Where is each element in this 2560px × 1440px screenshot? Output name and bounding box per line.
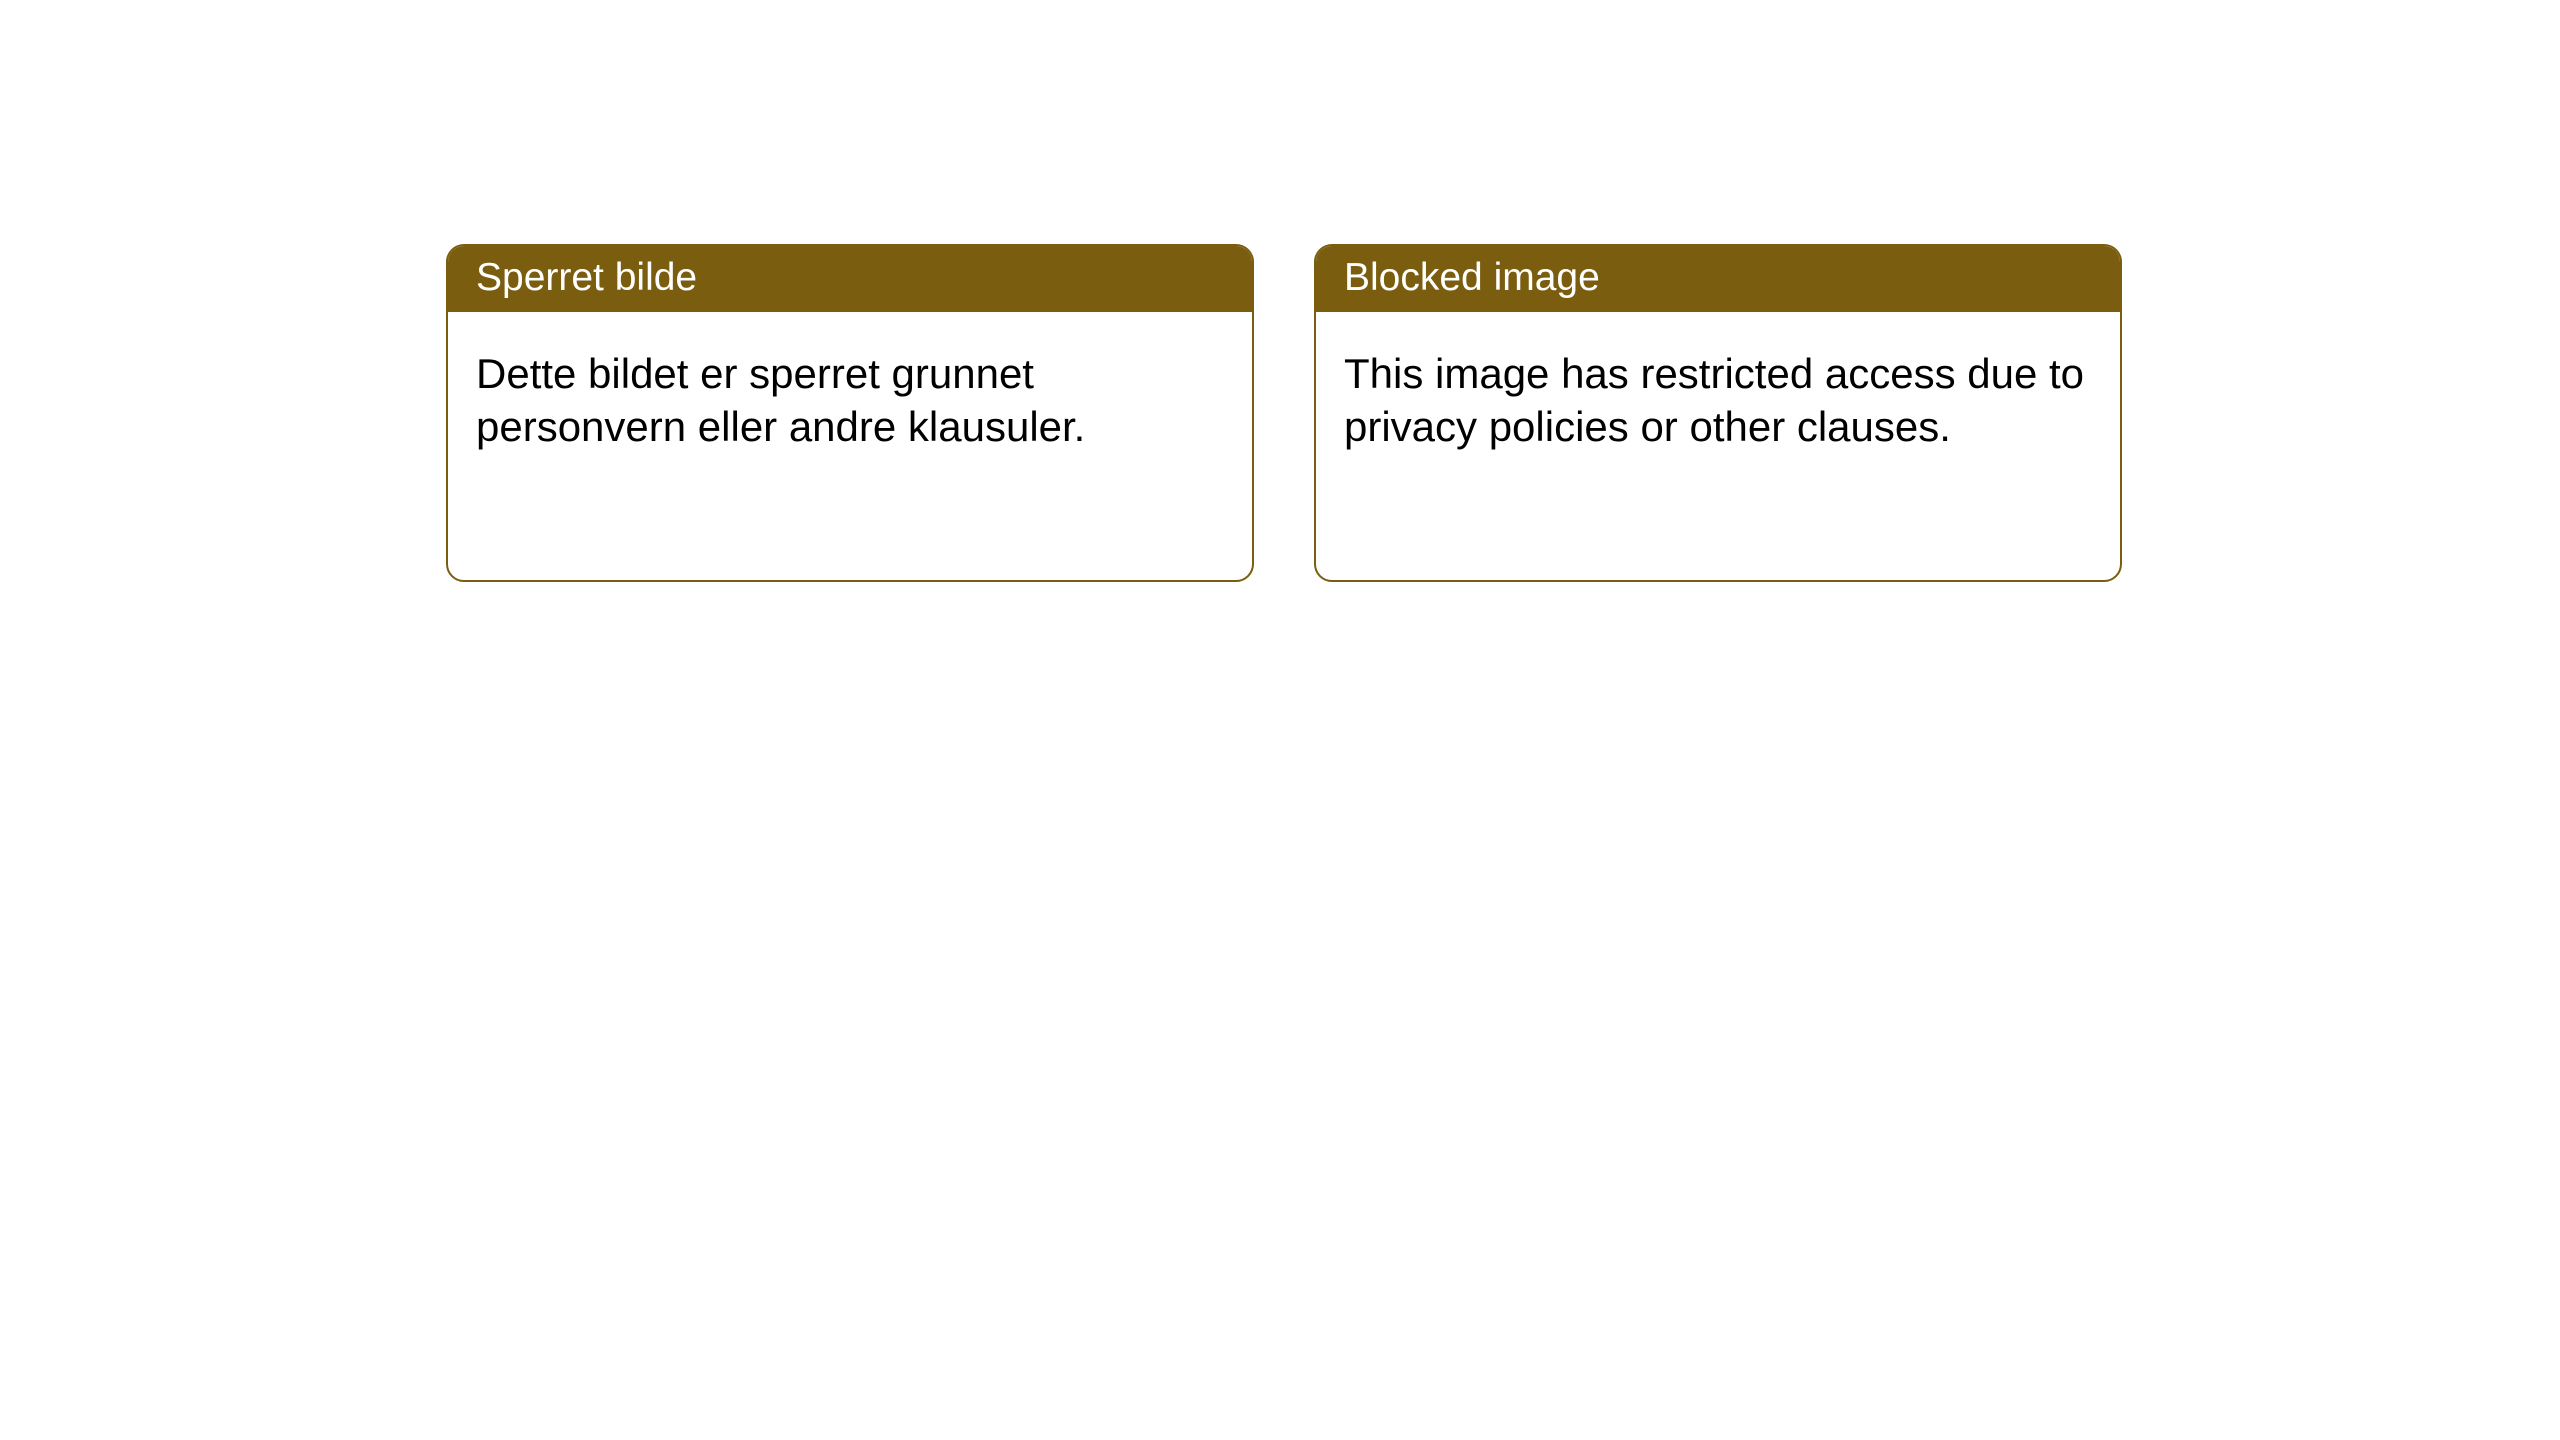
card-body: This image has restricted access due to … [1316,312,2120,482]
blocked-image-card-no: Sperret bilde Dette bildet er sperret gr… [446,244,1254,582]
blocked-image-cards: Sperret bilde Dette bildet er sperret gr… [446,244,2122,582]
card-header: Blocked image [1316,246,2120,312]
card-body: Dette bildet er sperret grunnet personve… [448,312,1252,482]
blocked-image-card-en: Blocked image This image has restricted … [1314,244,2122,582]
card-header: Sperret bilde [448,246,1252,312]
